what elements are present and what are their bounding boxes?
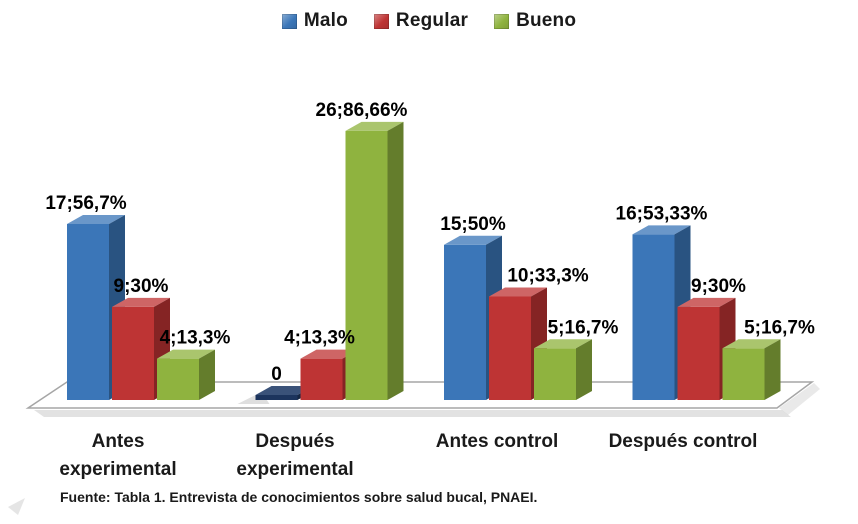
- value-label-bueno-0: 4;13,3%: [160, 328, 231, 349]
- bar-front-malo-0: [67, 224, 109, 400]
- bar-front-bueno-2: [534, 348, 576, 400]
- bar-top-regular-2: [489, 287, 547, 297]
- bar-top-bueno-0: [157, 349, 215, 359]
- bar-top-malo-2: [444, 235, 502, 245]
- bar-side-bueno-2: [576, 339, 592, 400]
- bar-front-bueno-3: [722, 348, 765, 400]
- value-label-bueno-2: 5;16,7%: [548, 317, 619, 338]
- floor-shadow-right: [779, 383, 820, 415]
- legend-label-bueno: Bueno: [516, 10, 577, 31]
- bar-front-malo-1: [255, 395, 298, 400]
- bar-top-regular-3: [677, 297, 736, 307]
- category-label-antes-control: Antes control: [435, 431, 559, 452]
- value-label-regular-1: 4;13,3%: [284, 328, 355, 349]
- legend-label-regular: Regular: [395, 10, 469, 31]
- bar-top-bueno-3: [722, 339, 781, 349]
- value-label-bueno-3: 5;16,7%: [744, 317, 815, 338]
- legend-swatch-regular: [373, 13, 389, 29]
- watermark-artifact: [8, 498, 25, 515]
- bar-side-bueno-0: [199, 349, 215, 400]
- bar-front-regular-1: [300, 358, 343, 400]
- bar-side-bueno-3: [764, 339, 781, 400]
- legend-item-bueno: Bueno: [494, 10, 576, 32]
- bar-top-regular-0: [112, 297, 170, 307]
- chart-floor: [25, 381, 815, 409]
- bar-front-regular-3: [677, 306, 720, 400]
- bar-front-regular-0: [112, 306, 154, 400]
- category-label-despues-control: Después control: [608, 431, 758, 452]
- legend-swatch-bueno: [494, 13, 510, 29]
- category-label-despues-experimental: Después experimental: [236, 431, 354, 480]
- value-label-bueno-1: 26;86,66%: [316, 100, 408, 121]
- bar-front-malo-2: [444, 244, 486, 400]
- bar-top-bueno-2: [534, 339, 592, 349]
- value-label-regular-3: 9;30%: [691, 276, 746, 297]
- value-label-malo-2: 15;50%: [440, 214, 506, 235]
- value-label-regular-0: 9;30%: [114, 276, 169, 297]
- bar-top-malo-0: [67, 215, 125, 225]
- value-label-malo-0: 17;56,7%: [45, 193, 126, 214]
- bar-front-bueno-1: [345, 130, 388, 400]
- legend-swatch-malo: [281, 13, 297, 29]
- legend-label-malo: Malo: [303, 10, 348, 31]
- bar-front-malo-3: [632, 234, 675, 400]
- bar-side-bueno-1: [387, 121, 404, 401]
- value-label-malo-1: 0: [271, 364, 282, 385]
- value-label-regular-2: 10;33,3%: [507, 266, 588, 287]
- bar-top-malo-1: [255, 386, 314, 395]
- source-note: Fuente: Tabla 1. Entrevista de conocimie…: [60, 489, 538, 505]
- category-label-antes-experimental: Antes experimental: [59, 431, 177, 480]
- bar-front-bueno-0: [157, 358, 199, 400]
- legend: Malo Regular Bueno: [0, 10, 858, 32]
- floor-shadow-front: [34, 410, 791, 417]
- bar-top-regular-1: [300, 349, 359, 359]
- bar-top-malo-3: [632, 225, 691, 235]
- legend-item-regular: Regular: [373, 10, 469, 32]
- legend-item-malo: Malo: [281, 10, 348, 32]
- value-label-malo-3: 16;53,33%: [616, 203, 708, 224]
- bar-front-regular-2: [489, 296, 531, 400]
- bar-top-bueno-1: [345, 121, 404, 131]
